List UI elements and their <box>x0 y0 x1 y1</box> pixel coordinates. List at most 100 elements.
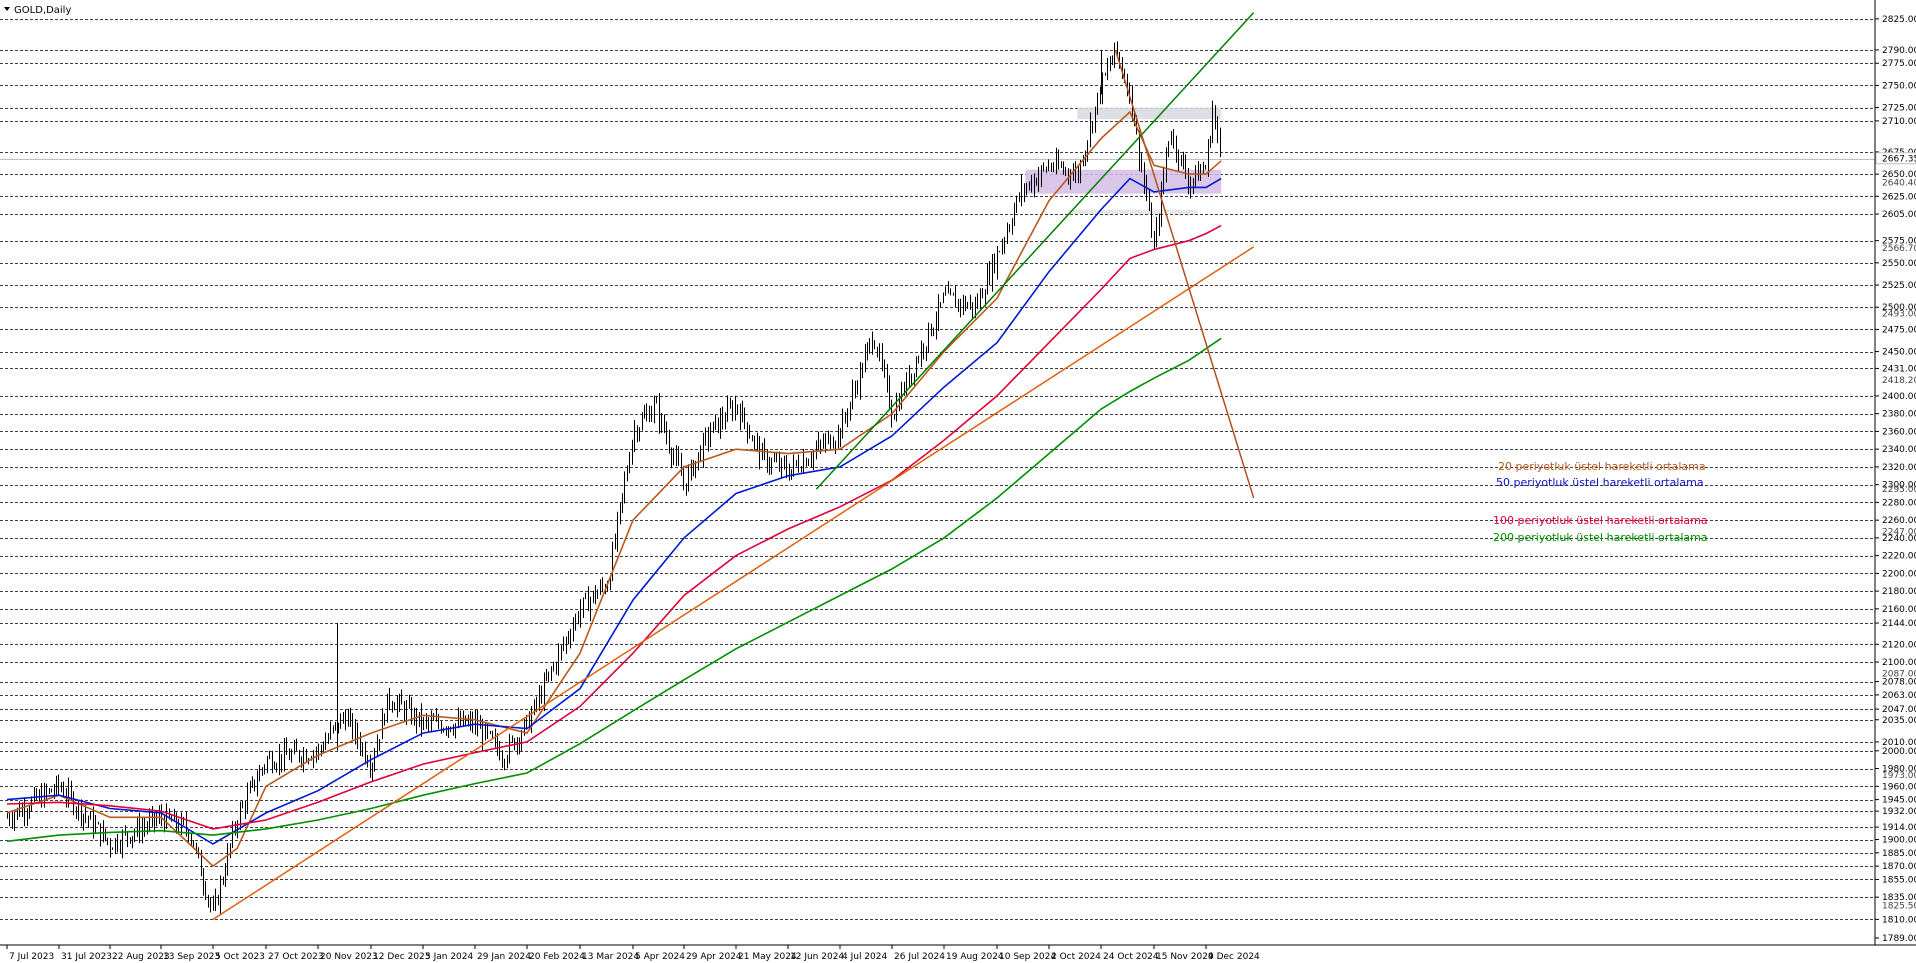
x-tick-label: 31 Jul 2023 <box>61 952 112 962</box>
y-tick-label: 2320.00 <box>1882 463 1916 473</box>
long-term-support-trendline <box>212 246 1255 920</box>
y-tick-label: 2450.00 <box>1882 348 1916 358</box>
x-tick-label: 13 Sep 2023 <box>163 952 220 962</box>
chevron-down-icon[interactable] <box>4 7 10 11</box>
x-tick-label: 5 Apr 2024 <box>635 952 685 962</box>
y-tick-label: 1980.00 <box>1882 765 1916 775</box>
medium-term-support-trendline <box>815 12 1255 490</box>
chart-title-group[interactable]: GOLD,Daily <box>4 5 71 16</box>
y-tick-label: 2144.00 <box>1882 619 1916 629</box>
x-tick-label: 15 Nov 2024 <box>1156 952 1214 962</box>
y-tick-label: 2200.00 <box>1882 569 1916 579</box>
x-tick-label: 22 Aug 2023 <box>112 952 170 962</box>
y-tick-label: 2625.00 <box>1882 192 1916 202</box>
y-tick-label: 1945.00 <box>1882 796 1916 806</box>
downtrend-resistance-line <box>1114 49 1255 499</box>
y-tick-label: 2240.00 <box>1882 534 1916 544</box>
y-tick-label: 2650.00 <box>1882 170 1916 180</box>
y-tick-label: 2605.00 <box>1882 210 1916 220</box>
x-tick-label: 19 Aug 2024 <box>946 952 1004 962</box>
y-price-label: 2295.00 <box>1882 485 1916 495</box>
y-tick-label: 2078.00 <box>1882 678 1916 688</box>
y-tick-label: 1855.00 <box>1882 875 1916 885</box>
ema-line-3 <box>6 224 1222 830</box>
x-tick-label: 24 Oct 2024 <box>1103 952 1159 962</box>
y-price-label: 2247.00 <box>1882 528 1916 538</box>
y-tick-label: 2550.00 <box>1882 259 1916 269</box>
pivot-zone <box>1025 169 1222 194</box>
ema-line-1 <box>6 110 1222 868</box>
trendlines <box>212 12 1255 920</box>
y-tick-label: 2475.00 <box>1882 325 1916 335</box>
x-tick-label: 20 Feb 2024 <box>529 952 585 962</box>
y-tick-label: 2047.00 <box>1882 705 1916 715</box>
y-tick-label: 2400.00 <box>1882 392 1916 402</box>
y-tick-label: 1885.00 <box>1882 849 1916 859</box>
y-tick-label: 2500.00 <box>1882 303 1916 313</box>
y-tick-label: 2575.00 <box>1882 237 1916 247</box>
x-tick-label: 9 Dec 2024 <box>1208 952 1260 962</box>
x-tick-label: 21 May 2024 <box>738 952 797 962</box>
resistance-zone <box>1077 107 1222 120</box>
y-tick-label: 2160.00 <box>1882 605 1916 615</box>
y-tick-label: 2725.00 <box>1882 104 1916 114</box>
y-tick-label: 1960.00 <box>1882 782 1916 792</box>
x-tick-label: 20 Nov 2023 <box>320 952 378 962</box>
y-tick-label: 1870.00 <box>1882 862 1916 872</box>
current-price-label: 2667.35 <box>1882 155 1916 165</box>
chart-title: GOLD,Daily <box>14 5 71 16</box>
y-tick-label: 2035.00 <box>1882 716 1916 726</box>
horizontal-levels <box>0 19 1875 920</box>
legend-item: 20 periyotluk üstel hareketli ortalama <box>1498 460 1706 473</box>
x-tick-label: 7 Jul 2023 <box>9 952 54 962</box>
y-tick-label: 2750.00 <box>1882 81 1916 91</box>
y-tick-label: 2063.00 <box>1882 691 1916 701</box>
y-axis-ticks: 2825.00 2790.00 2775.00 2750.00 2725.00 2710.… <box>1875 15 1916 944</box>
x-tick-label: 2 Oct 2024 <box>1051 952 1101 962</box>
y-tick-label: 2360.00 <box>1882 427 1916 437</box>
y-tick-label: 2790.00 <box>1882 46 1916 56</box>
y-price-label: 2640.40 <box>1882 179 1916 189</box>
x-tick-label: 4 Jul 2024 <box>842 952 887 962</box>
y-tick-label: 1789.00 <box>1882 934 1916 944</box>
legend-item: 50 periyotluk üstel hareketli ortalama <box>1496 476 1704 489</box>
x-tick-label: 27 Oct 2023 <box>268 952 324 962</box>
y-tick-label: 2260.00 <box>1882 516 1916 526</box>
y-tick-label: 1835.00 <box>1882 893 1916 903</box>
x-tick-label: 29 Apr 2024 <box>686 952 742 962</box>
y-price-label: 2566.70 <box>1882 244 1916 254</box>
y-tick-label: 2340.00 <box>1882 445 1916 455</box>
y-price-label: 2087.00 <box>1882 670 1916 680</box>
y-tick-label: 2300.00 <box>1882 481 1916 491</box>
x-tick-label: 29 Jan 2024 <box>477 952 531 962</box>
ema-line-4 <box>6 337 1222 843</box>
y-tick-label: 1914.00 <box>1882 823 1916 833</box>
y-price-label: 2418.20 <box>1882 376 1916 386</box>
legend-item: 100 periyotluk üstel hareketli ortalama <box>1493 514 1708 527</box>
y-tick-label: 1900.00 <box>1882 836 1916 846</box>
y-price-label: 2493.00 <box>1882 309 1916 319</box>
y-tick-label: 2120.00 <box>1882 640 1916 650</box>
moving-averages <box>6 110 1222 868</box>
x-tick-label: 12 Jun 2024 <box>790 952 844 962</box>
x-tick-label: 5 Jan 2024 <box>425 952 473 962</box>
price-zones <box>1025 107 1222 215</box>
x-tick-label: 5 Oct 2023 <box>215 952 265 962</box>
y-tick-label: 2180.00 <box>1882 587 1916 597</box>
y-tick-label: 2220.00 <box>1882 552 1916 562</box>
current-price-badge <box>1875 152 1916 165</box>
x-tick-label: 13 Mar 2024 <box>582 952 639 962</box>
x-tick-label: 12 Dec 2023 <box>373 952 431 962</box>
y-tick-label: 2280.00 <box>1882 498 1916 508</box>
support-zone <box>1067 209 1198 215</box>
y-tick-label: 2380.00 <box>1882 410 1916 420</box>
y-tick-label: 2525.00 <box>1882 281 1916 291</box>
x-tick-label: 26 Jul 2024 <box>894 952 945 962</box>
y-price-label: 1973.00 <box>1882 771 1916 781</box>
y-tick-label: 2100.00 <box>1882 658 1916 668</box>
y-tick-label: 1810.00 <box>1882 915 1916 925</box>
x-tick-label: 10 Sep 2024 <box>999 952 1056 962</box>
